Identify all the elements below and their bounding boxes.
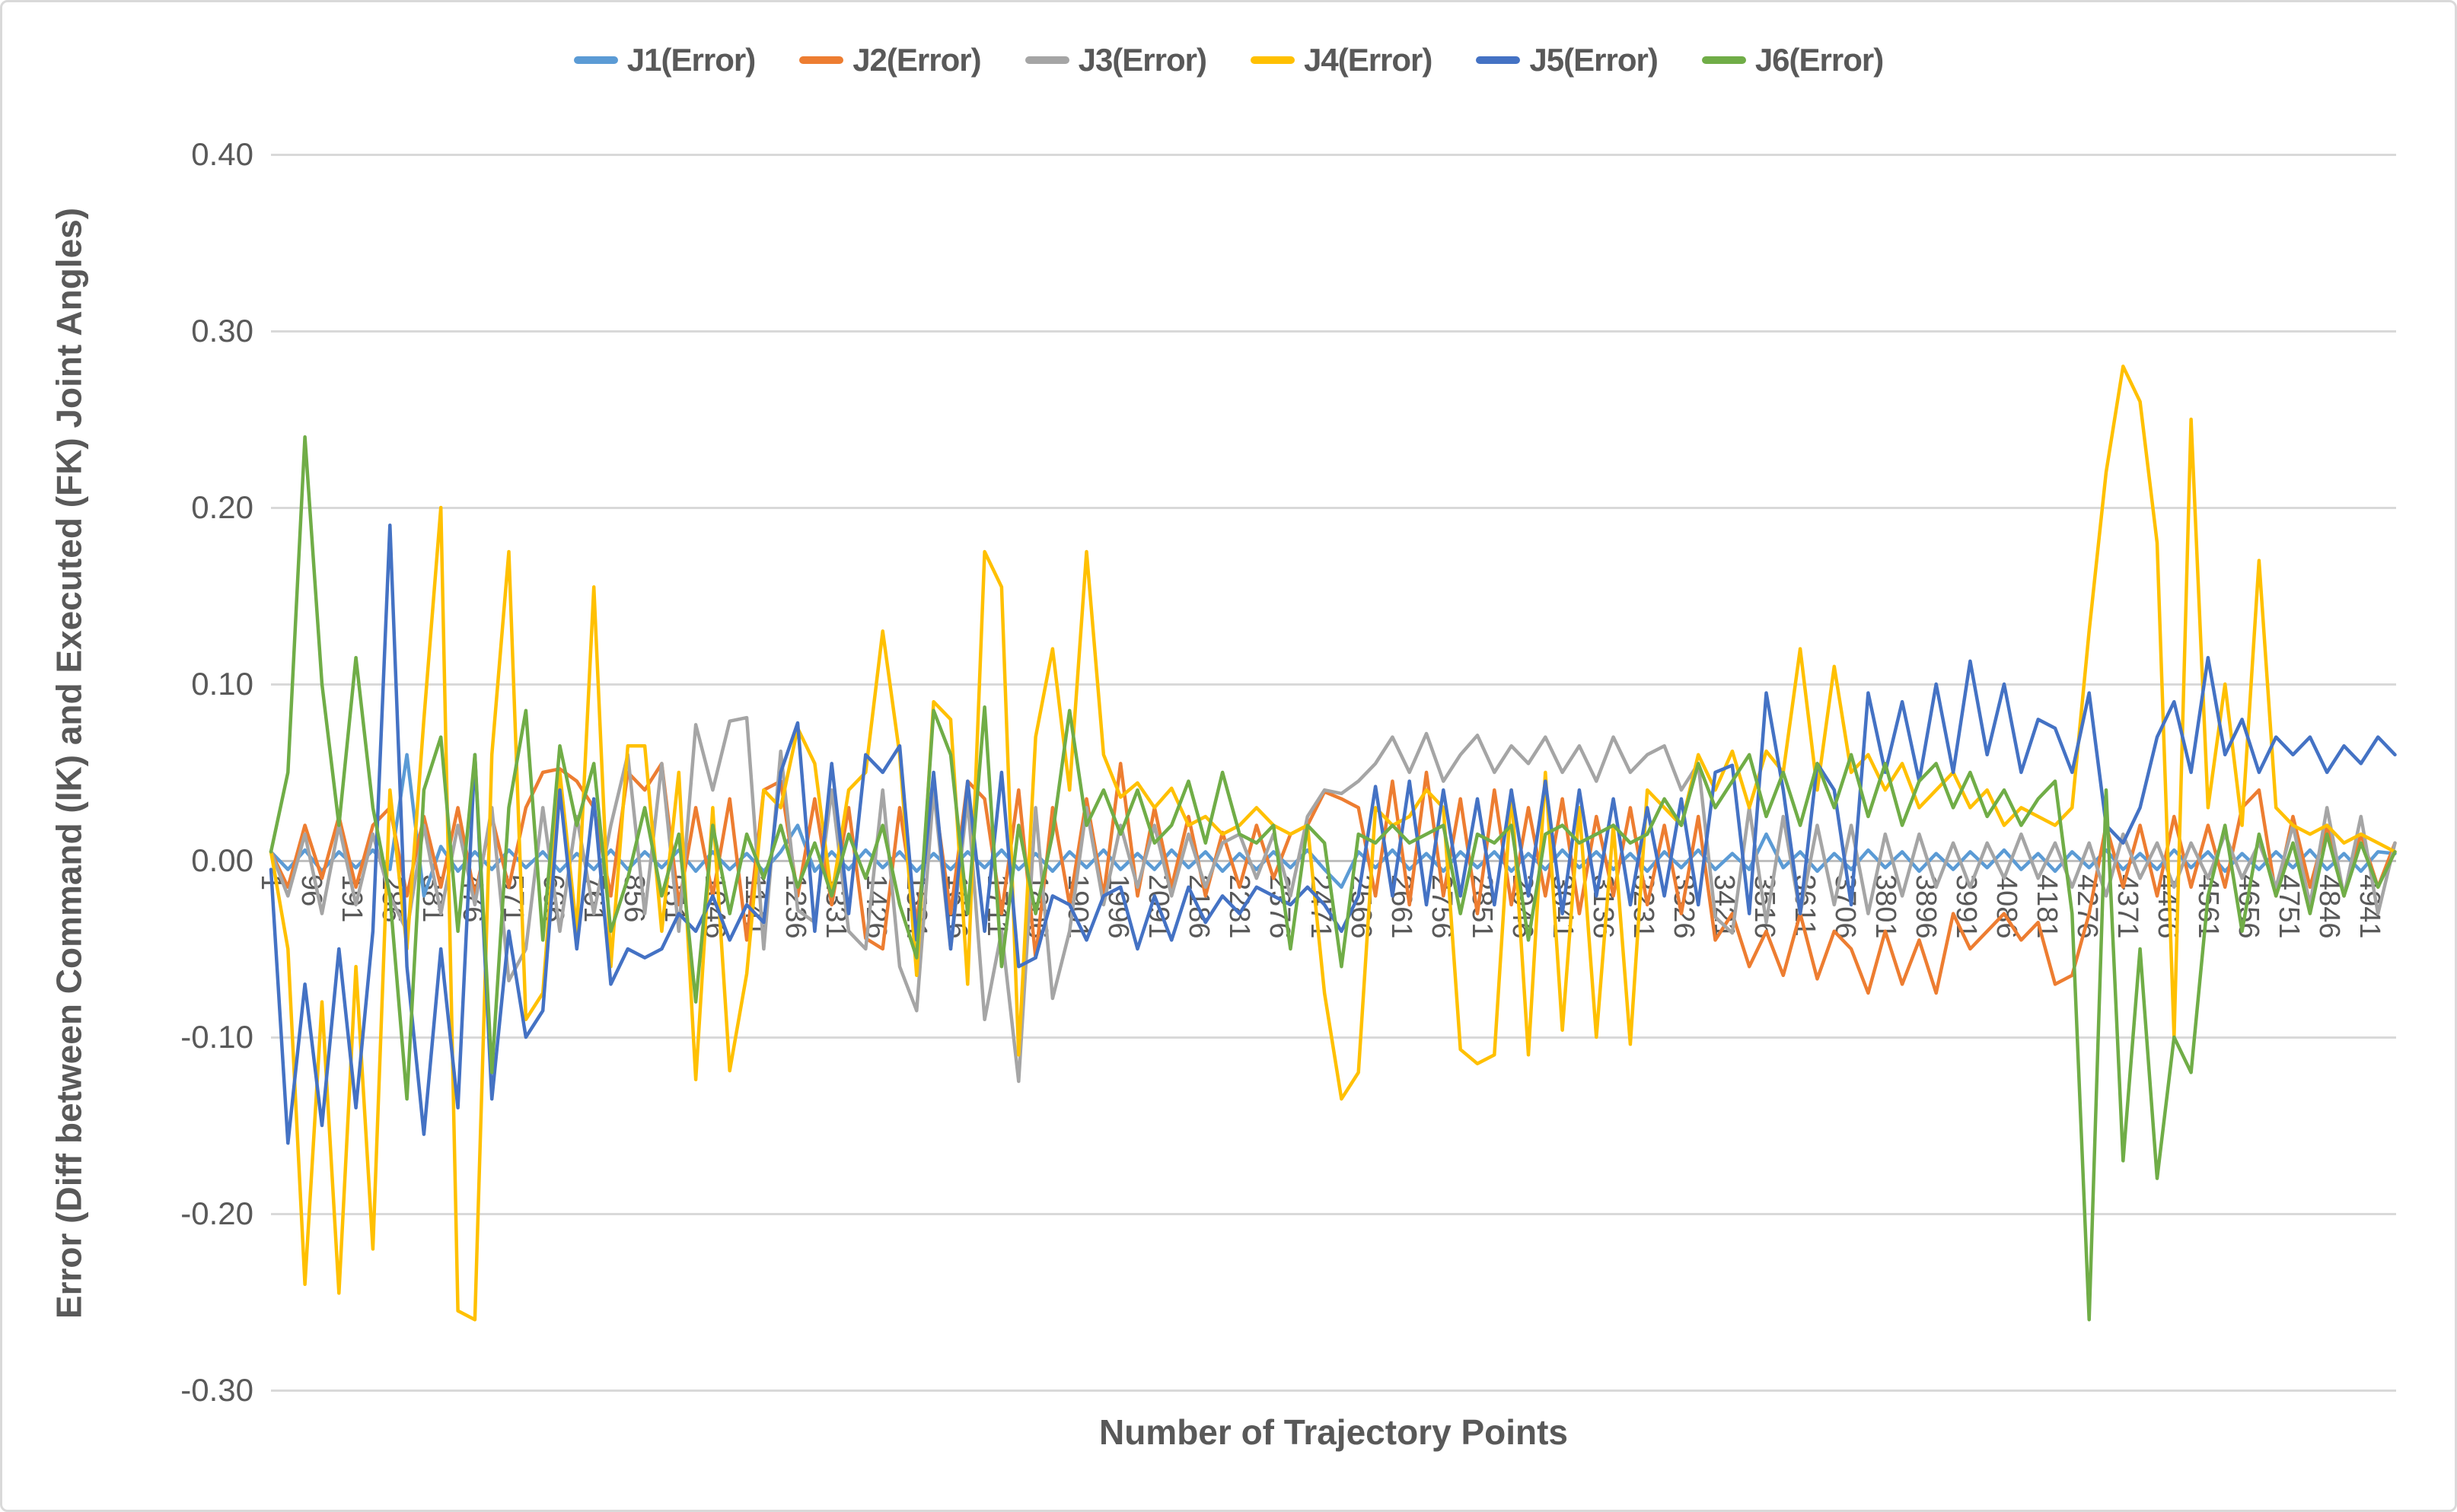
legend-label: J6(Error) <box>1754 42 1884 78</box>
legend-line-swatch-j6 <box>1701 56 1746 64</box>
series-line-j1 <box>269 753 2397 898</box>
legend-label: J5(Error) <box>1529 42 1658 78</box>
legend-label: J2(Error) <box>852 42 981 78</box>
gridline <box>271 1389 2396 1392</box>
legend-line-swatch-j1 <box>573 56 618 64</box>
zero-axis-line <box>271 860 2396 862</box>
series-line-j5 <box>269 523 2397 1145</box>
x-axis-title: Number of Trajectory Points <box>1098 1412 1568 1452</box>
gridline <box>271 1213 2396 1215</box>
series-line-j4 <box>269 364 2397 1322</box>
gridline <box>271 330 2396 333</box>
legend-item-j6: J6(Error) <box>1701 42 1884 78</box>
gridline <box>271 1036 2396 1039</box>
y-axis-tick-label: -0.10 <box>180 1019 253 1055</box>
legend-line-swatch-j3 <box>1025 56 1069 64</box>
y-axis-tick-label: 0.30 <box>191 313 253 349</box>
legend-item-j2: J2(Error) <box>799 42 982 78</box>
gridline <box>271 507 2396 509</box>
y-axis-tick-label: 0.20 <box>191 489 253 525</box>
chart-legend: J1(Error) J2(Error) J3(Error) J4(Error) J5(E… <box>2 42 2455 78</box>
y-axis-tick-label: -0.30 <box>180 1372 253 1408</box>
legend-item-j5: J5(Error) <box>1476 42 1659 78</box>
y-axis-tick-label: 0.10 <box>191 666 253 702</box>
legend-item-j3: J3(Error) <box>1025 42 1207 78</box>
series-line-j6 <box>269 435 2397 1322</box>
y-axis-tick-label: 0.40 <box>191 136 253 172</box>
gridline <box>271 683 2396 686</box>
legend-label: J3(Error) <box>1078 42 1207 78</box>
legend-item-j1: J1(Error) <box>573 42 756 78</box>
y-axis-tick-label: 0.00 <box>191 842 253 878</box>
legend-item-j4: J4(Error) <box>1251 42 1432 78</box>
legend-line-swatch-j5 <box>1476 56 1521 64</box>
gridline <box>271 154 2396 156</box>
legend-line-swatch-j4 <box>1251 56 1295 64</box>
legend-label: J1(Error) <box>626 42 756 78</box>
y-axis-tick-label: -0.20 <box>180 1195 253 1231</box>
legend-label: J4(Error) <box>1304 42 1432 78</box>
legend-line-swatch-j2 <box>799 56 844 64</box>
